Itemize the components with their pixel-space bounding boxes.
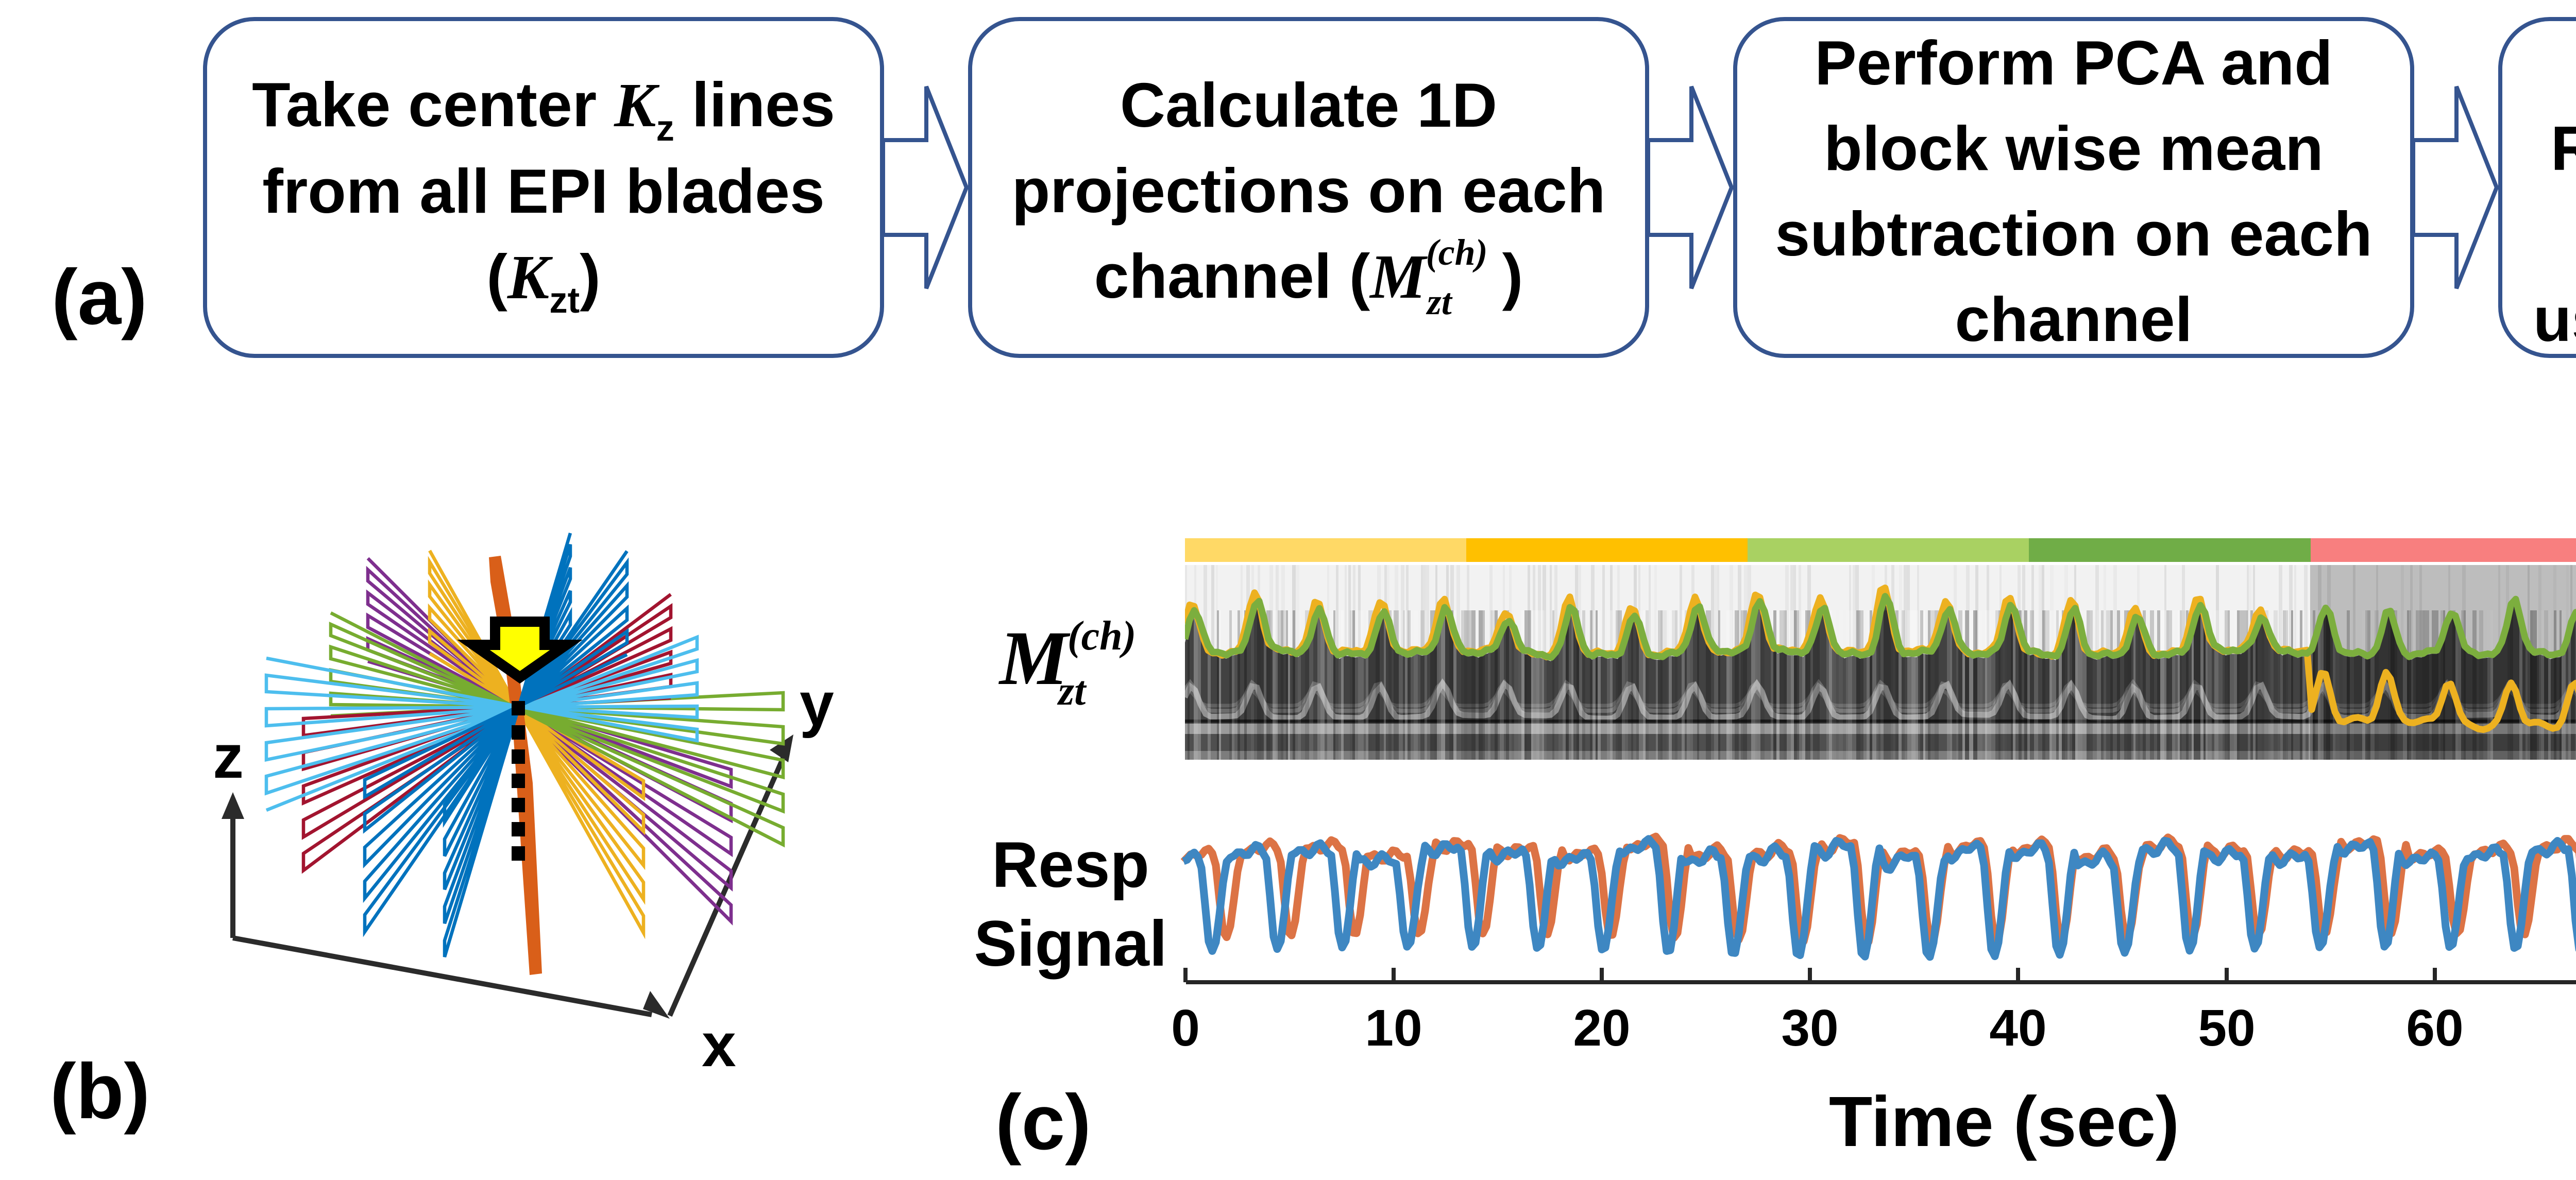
svg-text:(ch): (ch) (1067, 613, 1136, 659)
svg-text:10: 10 (1365, 999, 1422, 1057)
svg-text:Resp: Resp (992, 829, 1149, 901)
svg-text:20: 20 (1573, 999, 1630, 1057)
svg-text:30: 30 (1781, 999, 1838, 1057)
svg-text:Signal: Signal (974, 908, 1167, 980)
svg-text:x: x (702, 1011, 736, 1080)
svg-text:60: 60 (2406, 999, 2463, 1057)
svg-text:Time (sec): Time (sec) (1829, 1082, 2179, 1161)
svg-text:y: y (800, 670, 834, 739)
svg-text:0: 0 (1171, 999, 1200, 1057)
svg-text:zt: zt (1057, 669, 1087, 714)
svg-text:50: 50 (2198, 999, 2255, 1057)
svg-text:40: 40 (1989, 999, 2046, 1057)
svg-text:M: M (998, 615, 1071, 701)
svg-text:z: z (213, 722, 244, 791)
